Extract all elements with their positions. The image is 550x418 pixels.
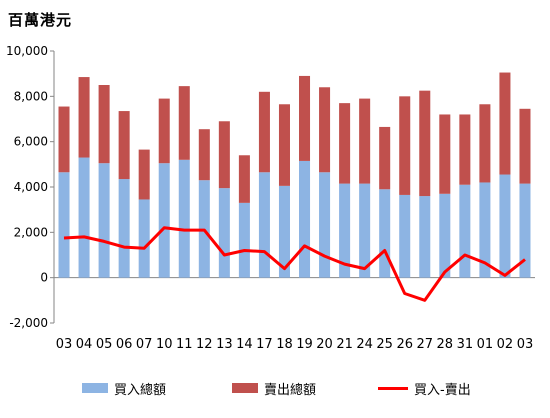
x-tick-label: 27 — [416, 337, 433, 352]
bar-sell — [138, 149, 150, 200]
x-tick-label: 31 — [457, 337, 474, 352]
bar-buy — [439, 193, 451, 278]
bar-buy — [178, 159, 190, 278]
x-tick-label: 05 — [96, 337, 113, 352]
bar-buy — [78, 157, 90, 278]
legend-line-net — [378, 386, 408, 390]
bar-buy — [58, 172, 70, 278]
x-tick-label: 01 — [477, 337, 494, 352]
bar-sell — [479, 104, 491, 183]
bar-sell — [519, 108, 531, 184]
x-tick-label: 07 — [136, 337, 153, 352]
legend-label-sell: 賣出總額 — [264, 382, 317, 398]
x-tick-label: 10 — [156, 337, 173, 352]
bar-buy — [299, 160, 311, 278]
x-tick-label: 06 — [116, 337, 133, 352]
bar-sell — [439, 114, 451, 194]
x-tick-label: 17 — [256, 337, 273, 352]
x-tick-label: 13 — [216, 337, 233, 352]
y-tick-label: 2,000 — [14, 225, 48, 239]
bar-sell — [419, 90, 431, 197]
bar-buy — [379, 189, 391, 278]
bar-buy — [459, 184, 471, 278]
legend-swatch-buy — [82, 383, 108, 393]
bar-sell — [118, 111, 130, 180]
bar-sell — [379, 126, 391, 190]
bar-buy — [499, 174, 511, 278]
x-tick-label: 02 — [497, 337, 514, 352]
y-tick-label: 6,000 — [14, 135, 48, 149]
x-tick-label: 12 — [196, 337, 213, 352]
x-tick-label: 11 — [176, 337, 193, 352]
x-tick-label: 21 — [336, 337, 353, 352]
legend-label-buy: 買入總額 — [114, 382, 167, 398]
bar-buy — [479, 182, 491, 278]
bar-sell — [339, 103, 351, 184]
y-tick-label: -2,000 — [9, 316, 48, 330]
bar-sell — [58, 106, 70, 173]
bar-buy — [339, 183, 351, 278]
x-tick-label: 25 — [376, 337, 393, 352]
y-tick-label: 4,000 — [14, 180, 48, 194]
bar-buy — [359, 183, 371, 278]
x-tick-label: 04 — [76, 337, 93, 352]
bar-buy — [118, 179, 130, 278]
x-tick-label: 26 — [396, 337, 413, 352]
y-tick-label: 10,000 — [6, 44, 48, 58]
bar-sell — [98, 85, 110, 164]
y-tick-label: 0 — [40, 271, 48, 285]
bar-sell — [238, 155, 250, 203]
x-tick-label: 19 — [296, 337, 313, 352]
bar-buy — [238, 202, 250, 278]
bar-buy — [399, 194, 411, 278]
bar-buy — [319, 172, 331, 278]
bar-buy — [218, 188, 230, 278]
legend: 買入總額 賣出總額 買入-賣出 — [0, 376, 550, 400]
bar-sell — [178, 86, 190, 160]
legend-item-buy: 買入總額 — [82, 376, 166, 400]
x-tick-label: 24 — [356, 337, 373, 352]
bar-sell — [278, 104, 290, 186]
bar-sell — [359, 98, 371, 184]
unit-label: 百萬港元 — [8, 11, 73, 29]
bar-sell — [459, 114, 471, 185]
bar-sell — [299, 75, 311, 161]
bar-sell — [158, 98, 170, 164]
bar-sell — [319, 87, 331, 173]
bar-sell — [399, 96, 411, 195]
bar-buy — [278, 185, 290, 278]
bar-sell — [499, 72, 511, 175]
legend-swatch-sell — [232, 383, 258, 393]
bar-sell — [198, 129, 210, 181]
x-tick-label: 20 — [316, 337, 333, 352]
bar-buy — [138, 199, 150, 278]
legend-item-sell: 賣出總額 — [232, 376, 316, 400]
legend-item-net: 買入-賣出 — [378, 376, 471, 400]
y-tick-label: 8,000 — [14, 89, 48, 103]
bar-buy — [158, 163, 170, 278]
bar-sell — [258, 91, 270, 173]
x-tick-label: 28 — [437, 337, 454, 352]
bar-sell — [78, 77, 90, 158]
bar-buy — [419, 196, 431, 278]
bar-buy — [519, 183, 531, 278]
bar-sell — [218, 121, 230, 189]
x-tick-label: 03 — [517, 337, 534, 352]
x-tick-label: 14 — [236, 337, 253, 352]
bar-buy — [258, 172, 270, 278]
net-line — [63, 226, 526, 302]
bar-buy — [98, 163, 110, 278]
legend-label-net: 買入-賣出 — [414, 382, 471, 398]
x-tick-label: 18 — [276, 337, 293, 352]
x-tick-label: 03 — [56, 337, 73, 352]
